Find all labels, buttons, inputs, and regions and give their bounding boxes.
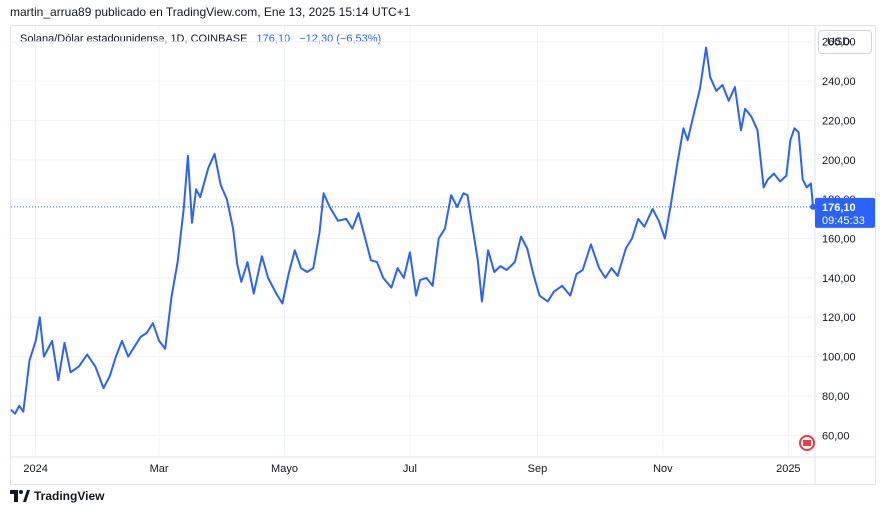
y-tick-label: 100,00 <box>822 352 856 364</box>
publish-info: martin_arrua89 publicado en TradingView.… <box>10 5 411 19</box>
price-series-line[interactable] <box>10 46 814 415</box>
y-tick-label: 260,00 <box>822 37 856 49</box>
x-tick-label: 2025 <box>776 463 800 475</box>
footer-brand: TradingView <box>10 489 104 503</box>
price-tag-value: 176,10 <box>822 202 856 214</box>
y-tick-label: 240,00 <box>822 76 856 88</box>
y-tick-label: 200,00 <box>822 155 856 167</box>
x-tick-label: Nov <box>653 463 673 475</box>
x-tick-label: Jul <box>403 463 417 475</box>
x-tick-label: 2024 <box>23 463 47 475</box>
x-tick-label: Mayo <box>271 463 298 475</box>
price-tag <box>815 197 875 228</box>
currency-button[interactable]: USD <box>818 30 872 54</box>
event-icon-inner <box>803 440 811 446</box>
y-tick-label: 140,00 <box>822 273 856 285</box>
x-tick-label: Mar <box>150 463 169 475</box>
x-tick-label: Sep <box>528 463 548 475</box>
last-price-marker <box>810 203 816 210</box>
chart-frame <box>10 25 876 485</box>
y-tick-label: 60,00 <box>822 430 850 442</box>
y-tick-label: 120,00 <box>822 312 856 324</box>
brand-label: TradingView <box>34 489 105 503</box>
y-tick-label: 80,00 <box>822 391 850 403</box>
price-tag-countdown: 09:45:33 <box>822 215 865 227</box>
tradingview-logo-icon <box>10 490 30 502</box>
y-tick-label: 220,00 <box>822 115 856 127</box>
y-tick-label: 160,00 <box>822 234 856 246</box>
